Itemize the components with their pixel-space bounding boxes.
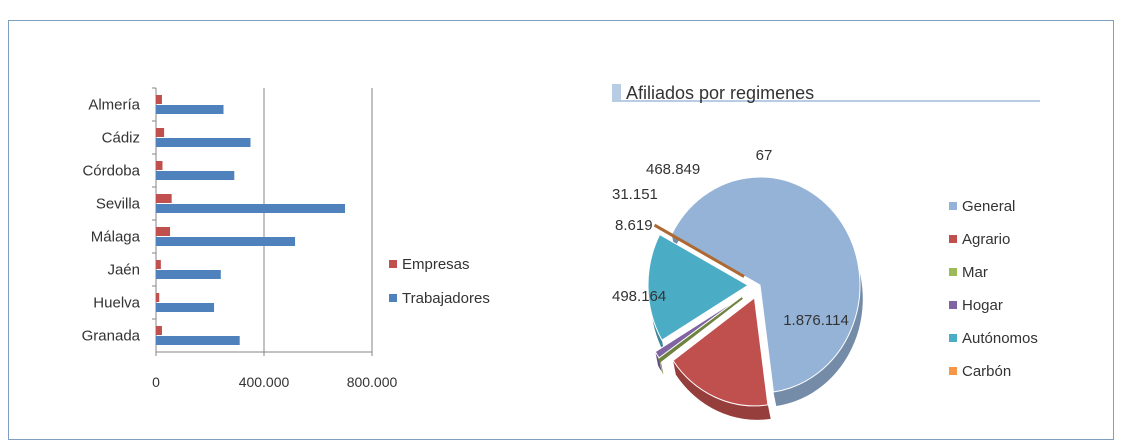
legend-swatch [389, 260, 397, 268]
pie-slice-agrario [672, 296, 769, 407]
legend-swatch [949, 235, 957, 243]
pie-slice-hogar [654, 296, 742, 359]
category-label: Almería [88, 97, 140, 114]
title-marker [612, 84, 621, 100]
pie-data-label: 67 [756, 147, 773, 164]
legend-swatch [949, 301, 957, 309]
legend-label: Mar [962, 264, 988, 281]
pie-slice-side [659, 358, 664, 375]
category-label: Huelva [93, 295, 140, 312]
bar-empresas [156, 194, 172, 203]
bar-empresas [156, 161, 163, 170]
bar-trabajadores [156, 303, 215, 312]
legend-label: General [962, 198, 1015, 215]
legend-label: Autónomos [962, 330, 1038, 347]
bar-empresas [156, 95, 162, 104]
legend-swatch [949, 367, 957, 375]
pie-slice-side [655, 225, 659, 240]
pie-data-label: 1.876.114 [783, 312, 849, 329]
bar-empresas [156, 326, 162, 335]
bar-empresas [156, 293, 160, 302]
pie-slice-general [671, 176, 861, 393]
pie-chart: Afiliados por regimenes 1.876.114 498.164 8… [612, 83, 1040, 420]
chart-svg: 0 400.000 800.000 Almería Cádiz Córdoba Sevill… [82, 83, 1040, 420]
pie-slice-autónomos [647, 233, 749, 341]
chart-frame: 0 400.000 800.000 Almería Cádiz Córdoba Sevill… [8, 20, 1114, 440]
bar-empresas [156, 227, 171, 236]
legend-label: Carbón [962, 363, 1011, 380]
legend-swatch [949, 334, 957, 342]
bar-empresas [156, 260, 161, 269]
category-label: Granada [82, 328, 141, 345]
category-label: Málaga [91, 229, 141, 246]
pie-data-label: 8.619 [615, 217, 653, 234]
legend-label: Agrario [962, 231, 1010, 248]
bar-chart: 0 400.000 800.000 Almería Cádiz Córdoba Sevill… [82, 87, 490, 390]
pie-slice-carbón [653, 223, 745, 278]
bar-trabajadores [156, 171, 235, 180]
x-tick-label: 800.000 [347, 374, 398, 390]
legend-label: Hogar [962, 297, 1003, 314]
chart-panel [8, 20, 1114, 440]
category-label: Cádiz [102, 130, 140, 147]
legend-label: Trabajadores [402, 290, 490, 307]
pie-slice-side [655, 351, 662, 372]
pie-slice-mar [657, 296, 743, 363]
bar-trabajadores [156, 336, 240, 345]
x-tick-label: 400.000 [239, 374, 290, 390]
category-label: Jaén [107, 262, 140, 279]
pie-slice-side [673, 360, 771, 420]
bar-trabajadores [156, 138, 251, 147]
bar-trabajadores [156, 270, 221, 279]
bar-trabajadores [156, 105, 224, 114]
category-label: Córdoba [82, 163, 140, 180]
pie-title: Afiliados por regimenes [626, 83, 814, 103]
legend-label: Empresas [402, 256, 470, 273]
pie-data-label: 31.151 [612, 186, 658, 203]
pie-data-label: 468.849 [646, 161, 700, 178]
category-label: Sevilla [96, 196, 141, 213]
legend-swatch [389, 294, 397, 302]
x-tick-label: 0 [152, 374, 160, 390]
bar-empresas [156, 128, 165, 137]
pie-data-label: 498.164 [612, 288, 666, 305]
legend-swatch [949, 202, 957, 210]
legend-swatch [949, 268, 957, 276]
bar-trabajadores [156, 204, 345, 213]
bar-trabajadores [156, 237, 296, 246]
